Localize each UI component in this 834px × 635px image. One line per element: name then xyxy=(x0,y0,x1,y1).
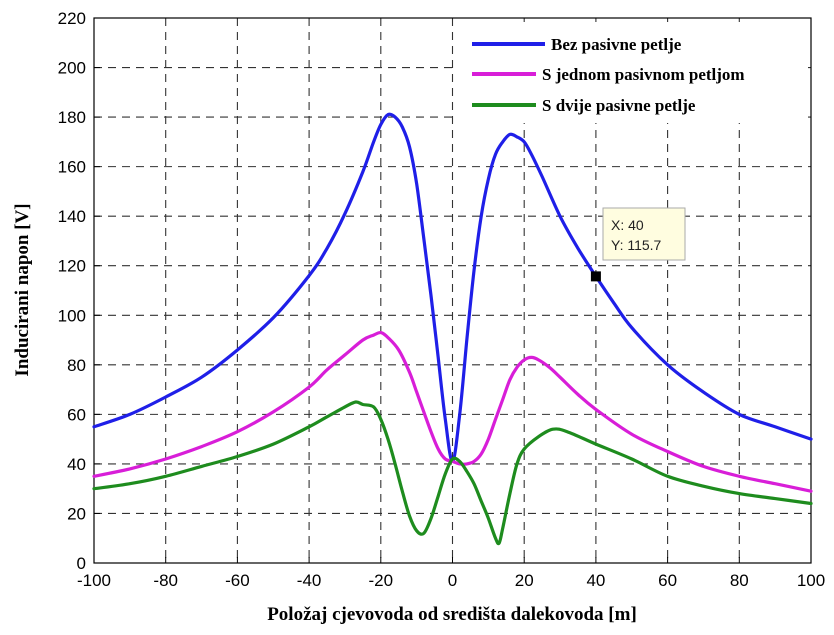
legend: Bez pasivne petlje S jednom pasivnom pet… xyxy=(458,22,808,123)
x-tick-label: 60 xyxy=(658,571,677,590)
x-tick-label: -100 xyxy=(77,571,111,590)
datatip-box xyxy=(602,207,686,261)
datatip-x-label: X: 40 xyxy=(611,217,644,233)
legend-label-1: S jednom pasivnom petljom xyxy=(542,65,745,84)
x-tick-label: 0 xyxy=(448,571,457,590)
legend-label-2: S dvije pasivne petlje xyxy=(542,96,696,115)
datatip-marker[interactable] xyxy=(590,271,601,282)
series-line-2 xyxy=(92,400,813,546)
y-tick-label: 100 xyxy=(58,306,86,325)
x-tick-label: 100 xyxy=(797,571,825,590)
x-tick-label: -80 xyxy=(153,571,178,590)
y-tick-label: 80 xyxy=(67,356,86,375)
y-tick-label: 140 xyxy=(58,207,86,226)
y-axis-title: Inducirani napon [V] xyxy=(12,203,33,376)
y-tick-label: 0 xyxy=(77,554,86,573)
y-tick-label: 200 xyxy=(58,59,86,78)
y-tick-label: 20 xyxy=(67,504,86,523)
x-tick-label: 40 xyxy=(586,571,605,590)
legend-label-0: Bez pasivne petlje xyxy=(551,35,682,54)
axis-ticks: -100 -80 -60 -40 -20 0 20 40 60 80 100 0 20 40 60 80 100… xyxy=(58,9,826,590)
datatip[interactable]: X: 40 Y: 115.7 xyxy=(590,207,686,282)
series-line-1 xyxy=(92,330,813,493)
y-tick-label: 180 xyxy=(58,108,86,127)
y-tick-label: 40 xyxy=(67,455,86,474)
y-tick-label: 220 xyxy=(58,9,86,28)
x-axis-title: Položaj cjevovoda od središta dalekovoda… xyxy=(267,604,637,625)
x-tick-label: 20 xyxy=(515,571,534,590)
x-tick-label: 80 xyxy=(730,571,749,590)
x-tick-label: -60 xyxy=(225,571,250,590)
datatip-y-label: Y: 115.7 xyxy=(611,237,662,253)
x-tick-label: -20 xyxy=(369,571,394,590)
y-tick-label: 160 xyxy=(58,158,86,177)
y-tick-label: 60 xyxy=(67,405,86,424)
x-tick-label: -40 xyxy=(297,571,322,590)
y-tick-label: 120 xyxy=(58,257,86,276)
